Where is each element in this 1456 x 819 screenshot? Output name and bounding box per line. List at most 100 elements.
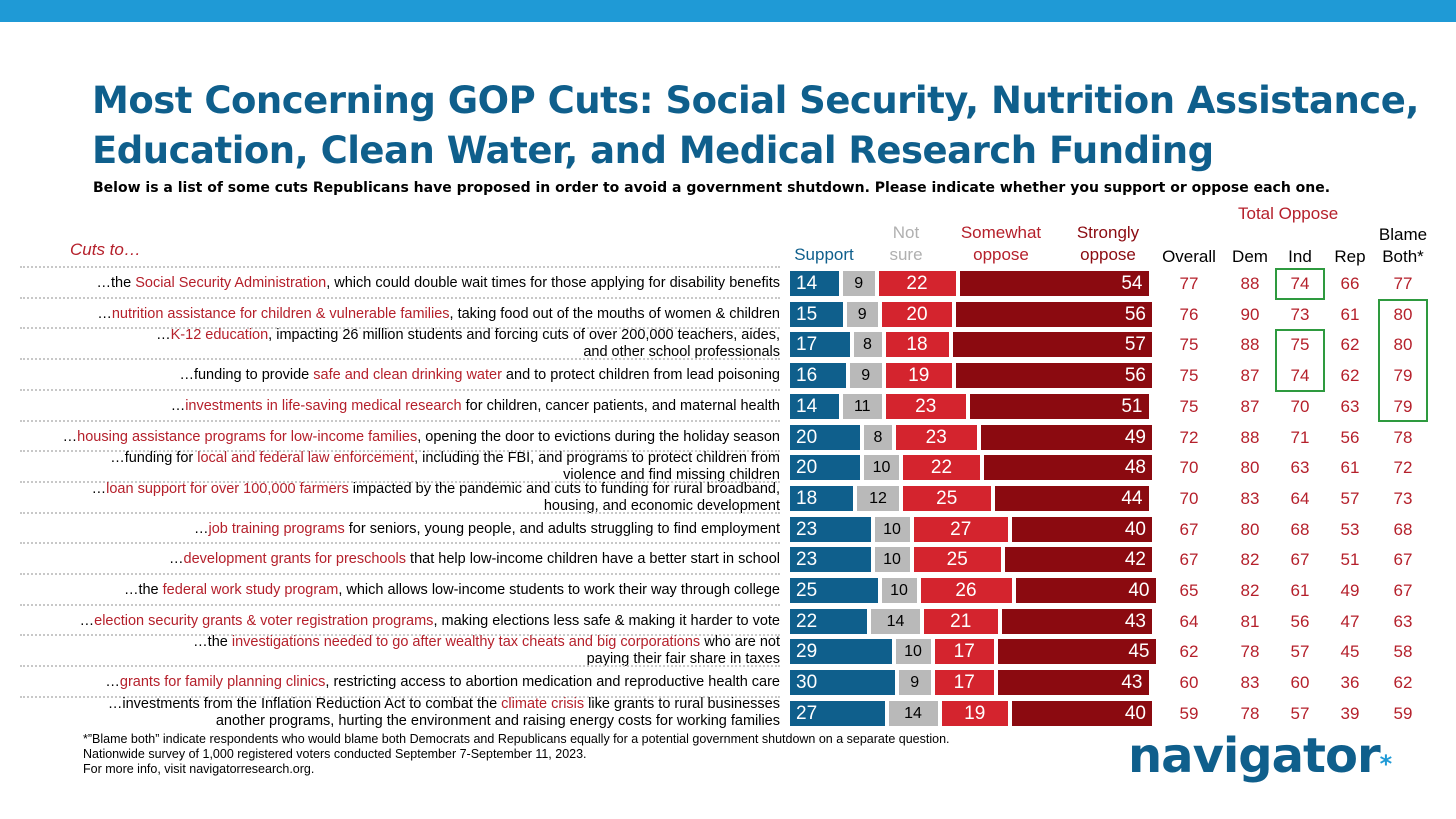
total-oppose-ind: 64 (1290, 488, 1310, 508)
row-label-highlight: grants for family planning clinics (119, 674, 326, 691)
total-oppose-dem: 82 (1240, 550, 1260, 570)
strongly-oppose-bar: 54 (959, 271, 1149, 296)
total-oppose-rep: 51 (1340, 550, 1360, 570)
total-oppose-ind: 68 (1290, 519, 1310, 539)
somewhat-oppose-bar: 19 (941, 700, 1008, 726)
row-label-text: impacted by the pandemic and cuts to fun… (348, 480, 780, 497)
header-ind: Ind (1288, 247, 1312, 266)
row-label: …the investigations needed to go after w… (20, 634, 780, 668)
strongly-oppose-bar: 43 (1001, 608, 1152, 634)
total-oppose-dem: 78 (1240, 642, 1260, 662)
chart-row: …loan support for over 100,000 farmers i… (0, 480, 1456, 514)
row-label-highlight: nutrition assistance for children & vuln… (111, 305, 450, 322)
total-oppose-overall: 70 (1179, 488, 1199, 508)
total-oppose-rep: 36 (1340, 673, 1360, 693)
row-divider (20, 542, 780, 545)
total-oppose-overall: 62 (1179, 642, 1199, 662)
total-oppose-dem: 83 (1240, 488, 1260, 508)
row-label-text: housing, and economic development (543, 497, 780, 514)
total-oppose-ind: 60 (1290, 673, 1310, 693)
not-sure-bar: 12 (857, 485, 899, 511)
total-oppose-overall: 75 (1179, 335, 1199, 355)
chart-row: …nutrition assistance for children & vul… (0, 296, 1456, 329)
row-label-text: …funding to provide (179, 367, 314, 384)
strongly-oppose-bar: 56 (956, 301, 1152, 327)
total-oppose-blame-both: 77 (1393, 274, 1413, 293)
row-divider (20, 695, 780, 698)
row-label-highlight: local and federal law enforcement (197, 450, 415, 467)
row-divider (20, 603, 780, 606)
row-label-highlight: federal work study program (162, 582, 339, 598)
highlight-box-blame-both (1378, 298, 1428, 423)
not-sure-bar: 10 (881, 578, 917, 603)
row-label-text: , which could double wait times for thos… (326, 275, 780, 291)
strongly-oppose-bar: 56 (956, 363, 1152, 389)
row-label: …funding to provide safe and clean drink… (20, 367, 780, 384)
somewhat-oppose-bar: 18 (885, 332, 949, 358)
total-oppose-ind: 57 (1290, 642, 1310, 662)
header-strongly-line1: Strongly (1076, 223, 1140, 242)
row-label-text: and to protect children from lead poison… (501, 367, 780, 384)
total-oppose-blame-both: 79 (1393, 366, 1413, 386)
header-strongly-line2: oppose (1080, 245, 1136, 264)
navigator-logo: navigator* (1128, 728, 1392, 784)
row-label-text: , which allows low-income students to wo… (338, 582, 780, 598)
row-divider (20, 634, 780, 637)
row-divider (20, 419, 780, 422)
row-label-text: another programs, hurting the environmen… (215, 712, 780, 729)
header-rep: Rep (1334, 247, 1366, 266)
total-oppose-dem: 88 (1240, 274, 1260, 293)
total-oppose-ind: 67 (1290, 550, 1310, 570)
row-label-text: that help low-income children have a bet… (406, 551, 780, 568)
chart-row: …housing assistance programs for low-inc… (0, 419, 1456, 452)
header-not-sure: Not sure (876, 222, 936, 266)
total-oppose-dem: 82 (1240, 581, 1260, 600)
total-oppose-blame-both: 68 (1393, 519, 1413, 539)
row-label: …nutrition assistance for children & vul… (20, 306, 780, 323)
total-oppose-overall: 67 (1179, 519, 1199, 539)
row-label-text: , restricting access to abortion medicat… (325, 674, 780, 691)
support-bar: 15 (790, 301, 843, 327)
somewhat-oppose-bar: 20 (882, 301, 952, 327)
chart-row: …K-12 education, impacting 26 million st… (0, 327, 1456, 360)
row-label: …development grants for preschools that … (20, 551, 780, 568)
total-oppose-dem: 80 (1240, 458, 1260, 478)
not-sure-bar: 10 (895, 639, 931, 665)
row-divider (20, 511, 780, 514)
somewhat-oppose-bar: 23 (896, 424, 977, 450)
row-label-text: … (79, 612, 95, 629)
row-label-text: …investments from the Inflation Reductio… (107, 695, 502, 712)
not-sure-bar: 14 (871, 608, 920, 634)
not-sure-bar: 9 (843, 271, 875, 296)
row-label-text: …the (193, 634, 232, 651)
total-oppose-blame-both: 73 (1393, 488, 1413, 508)
total-oppose-rep: 61 (1340, 304, 1360, 324)
total-oppose-dem: 78 (1240, 703, 1260, 723)
header-somewhat-line1: Somewhat (960, 223, 1042, 242)
total-oppose-rep: 49 (1340, 581, 1360, 600)
support-bar: 18 (790, 485, 853, 511)
support-bar: 14 (790, 271, 839, 296)
total-oppose-overall: 67 (1179, 550, 1199, 570)
support-bar: 23 (790, 516, 871, 542)
total-oppose-overall: 70 (1179, 458, 1199, 478)
total-oppose-dem: 83 (1240, 673, 1260, 693)
row-divider (20, 665, 780, 668)
support-bar: 16 (790, 363, 846, 389)
row-label: …funding for local and federal law enfor… (20, 450, 780, 484)
total-oppose-overall: 76 (1179, 304, 1199, 324)
strongly-oppose-bar: 44 (994, 485, 1149, 511)
highlight-box-ind (1275, 329, 1325, 392)
header-dem: Dem (1232, 247, 1268, 266)
total-oppose-dem: 81 (1240, 611, 1260, 631)
row-label-text: violence and find missing children (563, 467, 780, 484)
title-line-2: Education, Clean Water, and Medical Rese… (92, 129, 1214, 172)
header-blame-line2: Both* (1382, 247, 1424, 266)
total-oppose-dem: 80 (1240, 519, 1260, 539)
total-oppose-rep: 61 (1340, 458, 1360, 478)
total-oppose-ind: 74 (1290, 366, 1310, 386)
row-divider (20, 450, 780, 453)
somewhat-oppose-bar: 25 (913, 547, 1001, 573)
chart-row: …job training programs for seniors, youn… (0, 511, 1456, 544)
header-not-sure-line2: sure (889, 245, 923, 264)
